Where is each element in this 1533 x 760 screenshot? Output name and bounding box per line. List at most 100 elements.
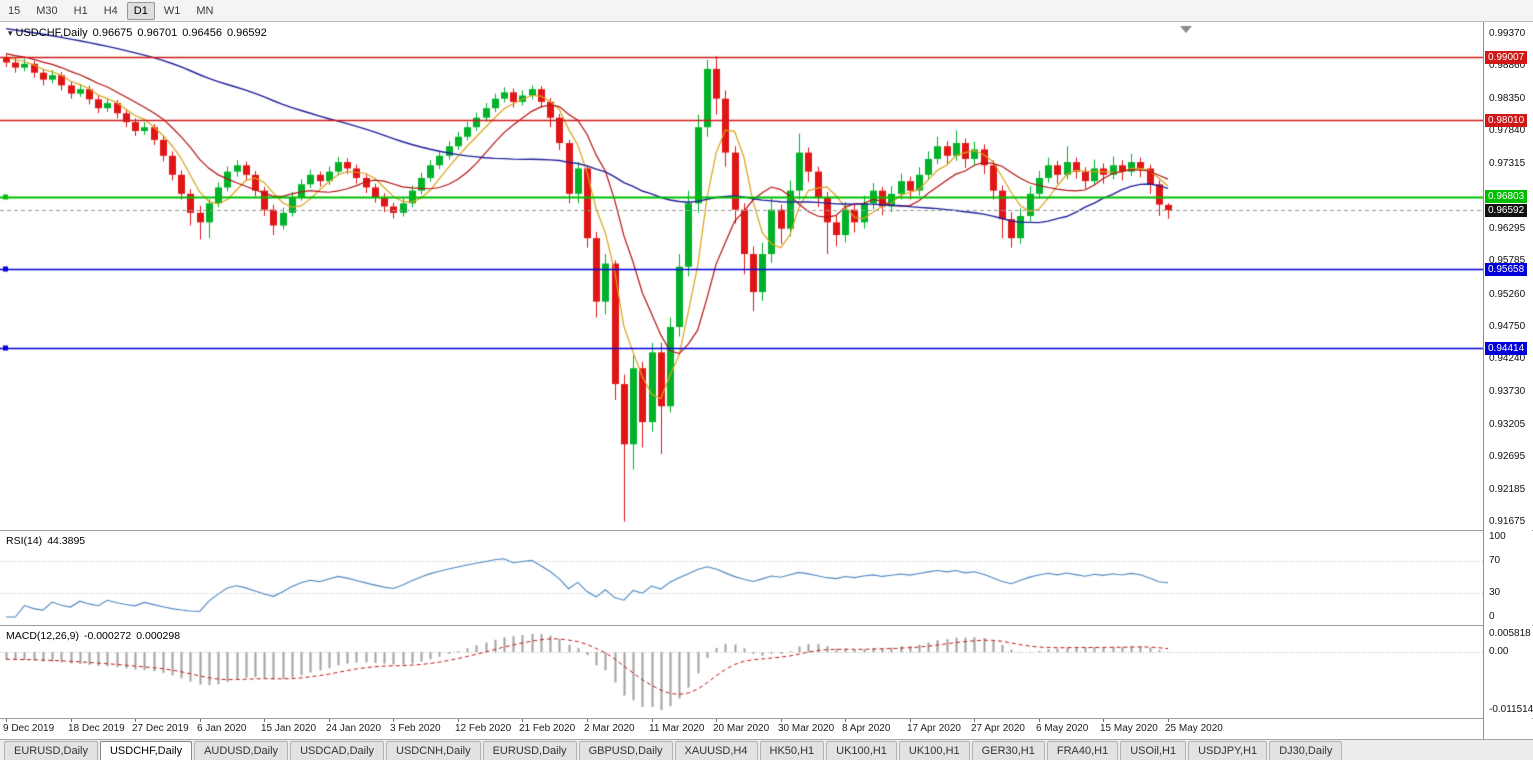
timeframe-button-d1[interactable]: D1 [126, 1, 155, 20]
price-line-tag-resistance: 0.99007 [1485, 51, 1528, 64]
macd-main-value: -0.000272 [83, 630, 132, 642]
chart-title-symbol: USDCHF,Daily [15, 27, 88, 39]
chart-tab-uk100-h1[interactable]: UK100,H1 [898, 741, 970, 760]
timeframe-button-h4[interactable]: H4 [103, 4, 118, 17]
price-line-tag-current-bid: 0.96592 [1485, 204, 1528, 217]
chart-title: ▾ USDCHF,Daily 0.96675 0.96701 0.96456 0.9659… [8, 27, 267, 39]
chart-symbol-icon: ▾ [8, 28, 13, 38]
rsi-pane-canvas[interactable] [0, 531, 1483, 625]
date-label: 18 Dec 2019 [68, 723, 125, 734]
ohlc-low: 0.96456 [182, 27, 222, 39]
macd-indicator-label: MACD(12,26,9) -0.000272 0.000298 [6, 630, 185, 642]
price-tick-label: 0.92185 [1489, 484, 1526, 495]
price-tick-label: 0.91675 [1489, 516, 1526, 527]
price-tick-label: 0.93730 [1489, 386, 1526, 397]
chart-tab-usdcnh-daily[interactable]: USDCNH,Daily [386, 741, 481, 760]
chart-tab-fra40-h1[interactable]: FRA40,H1 [1046, 741, 1119, 760]
timeframe-button-m30[interactable]: M30 [36, 4, 58, 17]
date-tick [652, 719, 653, 722]
pane-separator[interactable] [0, 530, 1533, 531]
price-tick-label: 0.97315 [1489, 158, 1526, 169]
timeframe-button-15[interactable]: 15 [8, 4, 21, 17]
macd-pane-canvas[interactable] [0, 626, 1483, 718]
date-label: 12 Feb 2020 [455, 723, 512, 734]
chart-tab-eurusd-daily[interactable]: EURUSD,Daily [482, 741, 577, 760]
price-tick-label: 0.98350 [1489, 93, 1526, 104]
date-tick [329, 719, 330, 722]
timeframe-button-mn[interactable]: MN [196, 4, 214, 17]
date-tick [393, 719, 394, 722]
rsi-level-label: 0 [1489, 611, 1495, 622]
date-tick [71, 719, 72, 722]
date-tick [1103, 719, 1104, 722]
date-tick [1168, 719, 1169, 722]
date-label: 24 Jan 2020 [326, 723, 382, 734]
date-tick [522, 719, 523, 722]
date-label: 2 Mar 2020 [584, 723, 635, 734]
macd-axis-label: 0.00 [1489, 646, 1509, 657]
date-label: 6 May 2020 [1036, 723, 1089, 734]
price-tick-label: 0.95785 [1489, 255, 1526, 266]
chart-tab-usdjpy-h1[interactable]: USDJPY,H1 [1188, 741, 1268, 760]
chart-tab-dj30-daily[interactable]: DJ30,Daily [1269, 741, 1343, 760]
price-tick-label: 0.98860 [1489, 60, 1526, 71]
date-tick [1039, 719, 1040, 722]
chart-tab-usdcad-daily[interactable]: USDCAD,Daily [290, 741, 385, 760]
macd-signal-value: 0.000298 [136, 630, 181, 642]
date-label: 27 Dec 2019 [132, 723, 189, 734]
rsi-level-label: 30 [1489, 587, 1501, 598]
date-label: 17 Apr 2020 [907, 723, 961, 734]
rsi-name: RSI(14) [6, 535, 43, 547]
ohlc-high: 0.96701 [137, 27, 178, 39]
chart-tab-xauusd-h4[interactable]: XAUUSD,H4 [674, 741, 758, 760]
date-label: 25 May 2020 [1165, 723, 1223, 734]
price-line-tag-level: 0.96803 [1485, 190, 1528, 203]
date-label: 15 May 2020 [1100, 723, 1158, 734]
chart-tab-usdchf-daily[interactable]: USDCHF,Daily [99, 741, 193, 760]
date-tick [587, 719, 588, 722]
pane-separator[interactable] [0, 625, 1533, 626]
chart-tab-audusd-daily[interactable]: AUDUSD,Daily [194, 741, 289, 760]
macd-axis-label: -0.011514 [1489, 704, 1533, 715]
price-tick-label: 0.94750 [1489, 321, 1526, 332]
date-label: 8 Apr 2020 [842, 723, 891, 734]
date-tick [6, 719, 7, 722]
price-line-tag-resistance: 0.98010 [1485, 114, 1528, 127]
price-axis: 0.99370 0.98860 0.98350 0.97840 0.97315 0.962… [1483, 22, 1533, 739]
date-tick [845, 719, 846, 722]
chart-tab-eurusd-daily[interactable]: EURUSD,Daily [4, 741, 98, 760]
price-chart-canvas[interactable] [0, 22, 1483, 530]
price-tick-label: 0.93205 [1489, 419, 1526, 430]
chart-tab-hk50-h1[interactable]: HK50,H1 [759, 741, 825, 760]
price-line-tag-support: 0.95658 [1485, 263, 1528, 276]
rsi-value: 44.3895 [47, 535, 86, 547]
date-label: 30 Mar 2020 [778, 723, 835, 734]
macd-name: MACD(12,26,9) [6, 630, 79, 642]
price-line-tag-support: 0.94414 [1485, 342, 1528, 355]
chart-tab-gbpusd-daily[interactable]: GBPUSD,Daily [578, 741, 673, 760]
rsi-level-label: 100 [1489, 531, 1506, 542]
chart-tab-uk100-h1[interactable]: UK100,H1 [826, 741, 897, 760]
price-tick-label: 0.92695 [1489, 451, 1526, 462]
price-tick-label: 0.94240 [1489, 353, 1526, 364]
ohlc-open: 0.96675 [92, 27, 133, 39]
date-label: 20 Mar 2020 [713, 723, 770, 734]
date-label: 9 Dec 2019 [3, 723, 55, 734]
date-tick [200, 719, 201, 722]
timeframe-button-h1[interactable]: H1 [73, 4, 88, 17]
date-tick [716, 719, 717, 722]
date-tick [135, 719, 136, 722]
date-label: 27 Apr 2020 [971, 723, 1025, 734]
timeframe-toolbar: 15 M30 H1 H4 D1 W1 MN [0, 0, 1533, 22]
date-label: 15 Jan 2020 [261, 723, 317, 734]
price-tick-label: 0.96295 [1489, 223, 1526, 234]
timeframe-button-w1[interactable]: W1 [163, 4, 181, 17]
chart-tab-usoil-h1[interactable]: USOil,H1 [1120, 741, 1187, 760]
date-label: 3 Feb 2020 [390, 723, 441, 734]
date-tick [781, 719, 782, 722]
chart-tab-bar: EURUSD,Daily USDCHF,Daily AUDUSD,Daily USDC… [0, 739, 1533, 760]
chart-tab-ger30-h1[interactable]: GER30,H1 [971, 741, 1045, 760]
date-tick [458, 719, 459, 722]
rsi-level-label: 70 [1489, 555, 1501, 566]
